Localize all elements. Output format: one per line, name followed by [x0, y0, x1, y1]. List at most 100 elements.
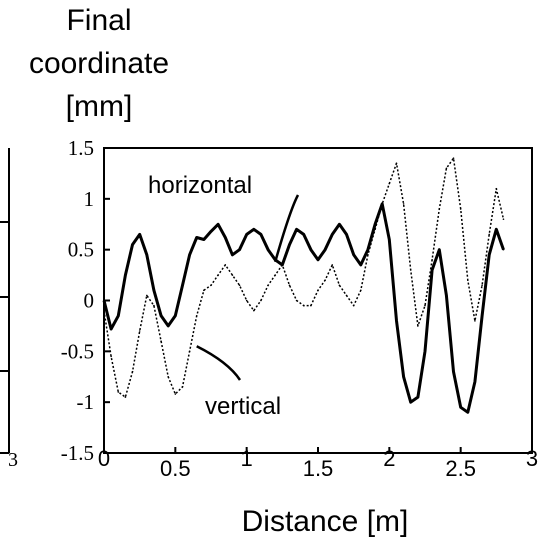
data-point-horizontal: [317, 259, 319, 261]
y-axis-title-line-3: [mm]: [66, 90, 133, 123]
data-point-horizontal: [153, 289, 155, 292]
data-point-vertical: [160, 340, 162, 342]
data-point-vertical: [288, 284, 291, 287]
data-point-vertical: [110, 355, 112, 358]
data-point-horizontal: [388, 238, 391, 241]
data-point-horizontal: [238, 248, 241, 251]
data-point-vertical: [367, 253, 369, 256]
data-point-vertical: [452, 157, 455, 159]
data-point-horizontal: [188, 253, 191, 256]
data-point-horizontal: [288, 243, 291, 246]
data-point-vertical: [474, 320, 476, 322]
data-point-horizontal: [253, 228, 255, 231]
data-point-vertical: [445, 167, 448, 170]
data-point-vertical: [381, 203, 384, 205]
left-panel-tick-label: 3: [8, 449, 18, 471]
data-point-horizontal: [409, 401, 412, 403]
data-point-horizontal: [117, 314, 120, 317]
data-point-vertical: [352, 304, 355, 307]
annotation-label-horizontal: horizontal: [148, 172, 252, 199]
y-tick-label: -1: [77, 390, 95, 414]
data-point-vertical: [374, 228, 376, 231]
data-point-vertical: [417, 325, 419, 327]
data-point-vertical: [174, 393, 177, 395]
data-point-horizontal: [467, 411, 469, 414]
data-point-horizontal: [210, 230, 212, 233]
data-point-horizontal: [481, 314, 483, 317]
data-point-vertical: [488, 233, 491, 236]
data-point-vertical: [138, 330, 141, 332]
y-axis-title-line-2: coordinate: [29, 47, 169, 80]
data-point-horizontal: [452, 370, 455, 373]
data-point-vertical: [502, 218, 505, 220]
y-axis-title-line-1: Final: [66, 4, 131, 37]
data-point-vertical: [210, 284, 212, 287]
data-point-horizontal: [245, 233, 248, 236]
data-point-vertical: [224, 264, 227, 266]
y-tick-label: 0: [84, 289, 95, 313]
data-point-vertical: [281, 264, 284, 266]
x-tick-label: 2.5: [445, 456, 476, 481]
data-point-vertical: [124, 396, 127, 398]
data-point-horizontal: [302, 233, 305, 236]
data-point-horizontal: [224, 236, 227, 239]
data-point-horizontal: [374, 223, 376, 226]
data-point-vertical: [345, 294, 348, 297]
data-point-vertical: [195, 314, 198, 317]
x-tick-label: 1: [241, 446, 253, 471]
annotation-pointer-horizontal: [273, 194, 300, 263]
data-point-vertical: [317, 289, 319, 292]
data-point-horizontal: [495, 228, 498, 231]
y-tick-label: 0.5: [68, 238, 94, 262]
data-point-horizontal: [502, 248, 505, 251]
data-point-horizontal: [431, 269, 433, 271]
data-point-horizontal: [331, 233, 334, 236]
data-point-horizontal: [345, 233, 348, 236]
data-point-horizontal: [160, 314, 162, 317]
data-point-vertical: [395, 162, 398, 165]
x-tick-label: 1.5: [303, 456, 334, 481]
data-point-vertical: [217, 274, 219, 276]
data-point-horizontal: [217, 223, 219, 226]
data-point-horizontal: [395, 320, 398, 322]
data-point-vertical: [388, 182, 391, 185]
data-point-horizontal: [474, 381, 476, 383]
data-point-vertical: [260, 299, 262, 302]
data-point-vertical: [153, 304, 155, 307]
data-point-horizontal: [295, 228, 298, 231]
x-tick-label: 0: [98, 446, 110, 471]
annotation-label-vertical: vertical: [205, 393, 281, 420]
x-axis-title: Distance [m]: [242, 505, 409, 538]
data-point-vertical: [424, 304, 426, 307]
data-point-vertical: [117, 391, 120, 393]
data-point-vertical: [324, 279, 326, 281]
data-point-horizontal: [181, 284, 184, 287]
left-panel-fragment: [0, 148, 10, 454]
data-point-vertical: [274, 274, 277, 276]
data-point-vertical: [238, 284, 241, 287]
data-point-horizontal: [167, 325, 169, 327]
data-point-horizontal: [146, 253, 148, 256]
data-point-vertical: [431, 259, 433, 261]
data-point-vertical: [295, 299, 298, 302]
data-point-horizontal: [417, 396, 419, 398]
data-point-vertical: [103, 309, 105, 312]
data-point-horizontal: [174, 314, 177, 317]
data-point-horizontal: [267, 248, 269, 251]
x-tick-label: 2: [383, 446, 395, 471]
data-point-vertical: [402, 203, 405, 205]
annotation-layer: horizontal vertical: [148, 172, 300, 420]
axis-ticks: 0 0.5 1 1.5 2 2.5 3 1.5 1 0.5 0 -0.5 -1 -1.5: [61, 136, 538, 481]
data-point-horizontal: [352, 253, 355, 256]
data-point-horizontal: [402, 375, 405, 378]
data-point-vertical: [253, 309, 255, 312]
data-point-horizontal: [103, 299, 105, 302]
data-point-vertical: [409, 269, 412, 271]
data-point-vertical: [310, 304, 312, 307]
data-point-horizontal: [488, 253, 491, 256]
data-point-horizontal: [138, 233, 141, 236]
data-point-vertical: [188, 350, 191, 353]
data-point-vertical: [481, 284, 483, 287]
data-point-horizontal: [110, 328, 112, 330]
